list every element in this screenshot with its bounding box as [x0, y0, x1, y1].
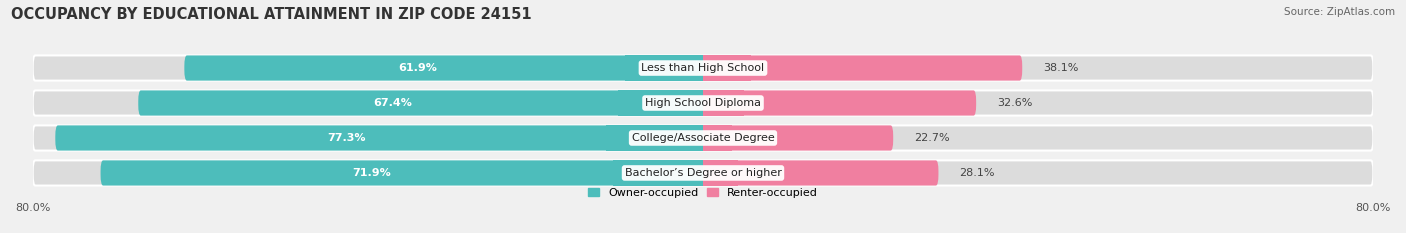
Legend: Owner-occupied, Renter-occupied: Owner-occupied, Renter-occupied: [583, 183, 823, 202]
Text: OCCUPANCY BY EDUCATIONAL ATTAINMENT IN ZIP CODE 24151: OCCUPANCY BY EDUCATIONAL ATTAINMENT IN Z…: [11, 7, 531, 22]
Text: 61.9%: 61.9%: [398, 63, 437, 73]
Bar: [703, 55, 751, 81]
Text: Bachelor’s Degree or higher: Bachelor’s Degree or higher: [624, 168, 782, 178]
Text: 28.1%: 28.1%: [959, 168, 995, 178]
FancyBboxPatch shape: [32, 160, 1374, 185]
Text: 71.9%: 71.9%: [353, 168, 391, 178]
FancyBboxPatch shape: [703, 55, 1022, 81]
FancyBboxPatch shape: [138, 90, 703, 116]
Text: College/Associate Degree: College/Associate Degree: [631, 133, 775, 143]
Bar: [619, 90, 703, 116]
Text: Less than High School: Less than High School: [641, 63, 765, 73]
FancyBboxPatch shape: [703, 125, 893, 151]
FancyBboxPatch shape: [32, 55, 1374, 81]
Bar: [606, 125, 703, 151]
FancyBboxPatch shape: [55, 125, 703, 151]
Text: High School Diploma: High School Diploma: [645, 98, 761, 108]
Text: 32.6%: 32.6%: [997, 98, 1032, 108]
Text: Source: ZipAtlas.com: Source: ZipAtlas.com: [1284, 7, 1395, 17]
Text: 22.7%: 22.7%: [914, 133, 950, 143]
FancyBboxPatch shape: [32, 125, 1374, 151]
Text: 77.3%: 77.3%: [328, 133, 366, 143]
FancyBboxPatch shape: [184, 55, 703, 81]
FancyBboxPatch shape: [101, 160, 703, 185]
FancyBboxPatch shape: [32, 90, 1374, 116]
Bar: [703, 160, 738, 185]
Text: 38.1%: 38.1%: [1043, 63, 1078, 73]
Bar: [613, 160, 703, 185]
Bar: [703, 125, 731, 151]
Bar: [703, 90, 744, 116]
Bar: [626, 55, 703, 81]
FancyBboxPatch shape: [703, 90, 976, 116]
Text: 67.4%: 67.4%: [373, 98, 412, 108]
FancyBboxPatch shape: [703, 160, 938, 185]
